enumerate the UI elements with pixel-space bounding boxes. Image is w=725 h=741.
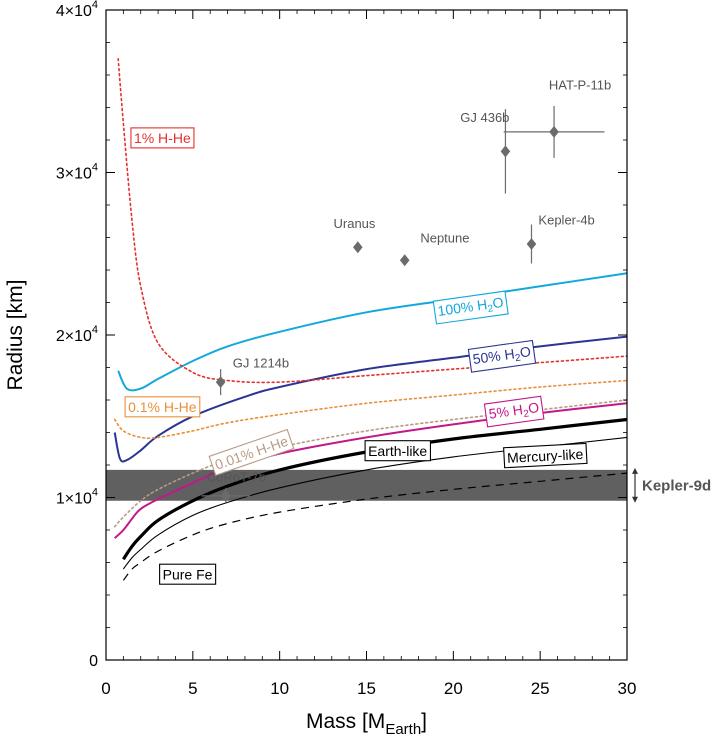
label-h2o-50: 50% H2O xyxy=(467,339,537,373)
label-h2o-100: 100% H2O xyxy=(432,290,509,325)
label-h2o-5: 5% H2O xyxy=(483,395,545,428)
svg-text:Pure Fe: Pure Fe xyxy=(163,566,213,582)
planet-label: Kepler-4b xyxy=(538,213,594,228)
x-axis-label: Mass [MEarth] xyxy=(306,710,427,738)
label-pure-fe: Pure Fe xyxy=(159,563,217,585)
curve-earth-like xyxy=(122,417,628,561)
y-tick-label: 1×104 xyxy=(56,487,98,508)
svg-text:50% H2O: 50% H2O xyxy=(472,343,533,370)
svg-text:1% H-He: 1% H-He xyxy=(134,130,191,146)
planet-gj-1214b: GJ 1214b xyxy=(215,356,289,396)
kepler-9d-range-arrow xyxy=(632,467,638,503)
curve-pure-fe xyxy=(122,472,628,581)
y-axis-label: Radius [km] xyxy=(4,280,27,391)
planet-marker xyxy=(215,376,226,389)
y-tick-label: 2×104 xyxy=(56,324,98,345)
axis-layer: 0 5 10 15 20 25 30 0 1×104 2×104 3×104 4×104 Mass [M… xyxy=(4,0,636,738)
curve-h-he-01 xyxy=(113,379,628,440)
planet-gj-436b: GJ 436b xyxy=(460,109,511,194)
svg-text:0.1% H-He: 0.1% H-He xyxy=(128,399,197,415)
x-tick-label: 25 xyxy=(531,679,550,698)
svg-text:Earth-like: Earth-like xyxy=(368,443,427,459)
planet-hat-p-11b: HAT-P-11b xyxy=(503,78,611,158)
kepler-9d-band-layer: Kepler-9d xyxy=(106,467,711,503)
label-earth-like: Earth-like xyxy=(364,440,431,462)
y-tick-label: 0 xyxy=(89,653,98,670)
svg-text:5% H2O: 5% H2O xyxy=(488,399,541,425)
planet-marker xyxy=(526,238,537,250)
planet-label: Neptune xyxy=(420,230,469,245)
x-tick-label: 30 xyxy=(618,679,637,698)
label-box xyxy=(364,440,431,462)
label-box xyxy=(159,563,217,585)
curve-mercury-like xyxy=(122,436,628,570)
x-tick-label: 10 xyxy=(270,679,289,698)
kepler-9d-band xyxy=(106,469,627,501)
label-h-he-1: 1% H-He xyxy=(130,127,195,149)
planet-kepler-4b: Kepler-4b xyxy=(526,213,595,264)
label-box xyxy=(467,339,537,373)
label-box xyxy=(124,396,201,418)
x-tick-label: 15 xyxy=(357,679,376,698)
label-box xyxy=(483,395,545,428)
y-tick-label: 3×104 xyxy=(56,162,98,183)
y-tick-label: 4×104 xyxy=(56,0,98,20)
svg-text:Mercury-like: Mercury-like xyxy=(507,446,584,466)
planet-label: HAT-P-11b xyxy=(549,78,611,93)
planet-marker xyxy=(221,489,231,502)
planet-label: Uranus xyxy=(334,216,376,231)
label-h-he-01: 0.1% H-He xyxy=(124,396,201,418)
label-mercury-like: Mercury-like xyxy=(503,442,588,469)
svg-text:100% H2O: 100% H2O xyxy=(437,294,505,322)
kepler-9d-label: Kepler-9d xyxy=(642,477,711,494)
planet-marker xyxy=(353,241,363,254)
label-box xyxy=(432,290,509,325)
planet-layer: HAT-P-11b GJ 436b Kepler-4b Uranus Neptune GJ… xyxy=(201,78,611,504)
label-box xyxy=(130,127,195,149)
planet-marker xyxy=(399,254,410,267)
label-box xyxy=(503,442,588,469)
planet-marker xyxy=(500,145,511,158)
x-tick-label: 20 xyxy=(444,679,463,698)
planet-uranus: Uranus xyxy=(334,216,376,254)
planet-label: GJ 436b xyxy=(460,110,509,125)
x-tick-label: 0 xyxy=(101,679,110,698)
x-tick-label: 5 xyxy=(188,679,197,698)
planet-label: GJ 1214b xyxy=(233,356,289,371)
planet-neptune: Neptune xyxy=(399,230,469,267)
planet-marker xyxy=(549,125,559,138)
label-box xyxy=(208,428,295,476)
